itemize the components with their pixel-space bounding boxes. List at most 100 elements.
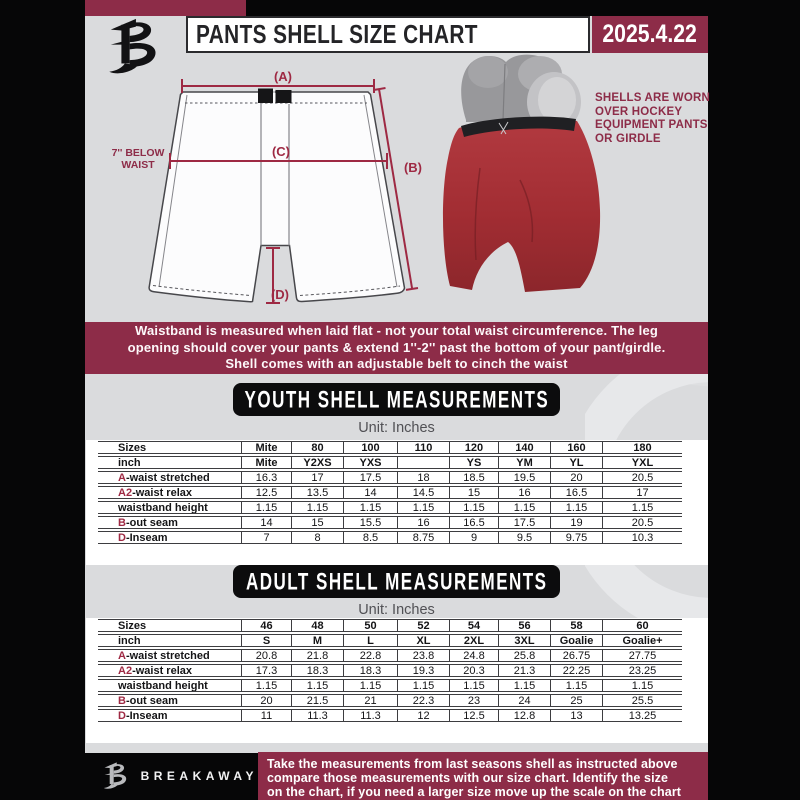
table-cell: 7 [241, 532, 291, 543]
table-cell: 22.3 [397, 695, 449, 706]
hockey-pants-photo [442, 54, 601, 293]
table-cell: 12.5 [241, 487, 291, 498]
info-line: Waistband is measured when laid flat - n… [134, 323, 659, 339]
table-cell [397, 457, 449, 468]
table-cell: 9 [449, 532, 498, 543]
measure-letter: A [118, 472, 126, 483]
table-cell: 22.25 [550, 665, 602, 676]
table-row: A-waist stretched 16.3 17 17.5 18 18.5 19.5 20 2… [98, 471, 682, 484]
table-cell: 16.5 [550, 487, 602, 498]
footer-line: Take the measurements from last seasons … [267, 757, 678, 771]
table-cell: 56 [498, 620, 550, 631]
measure-label-b: (B) [403, 160, 423, 175]
table-cell: 17.3 [241, 665, 291, 676]
table-row: A2-waist relax 12.5 13.5 14 14.5 15 16 16.5 17 [98, 486, 682, 499]
date-text: 2025.4.22 [602, 20, 698, 48]
table-cell: 15 [291, 517, 343, 528]
table-cell: 14.5 [397, 487, 449, 498]
page-title-box: PANTS SHELL SIZE CHART [186, 16, 590, 53]
table-row: D-Inseam 7 8 8.5 8.75 9 9.5 9.75 10.3 [98, 531, 682, 544]
waist-note-line1: 7'' BELOW [111, 147, 165, 159]
shells-note-line: OR GIRDLE [595, 132, 661, 145]
table-cell: 16.3 [241, 472, 291, 483]
shells-note: SHELLS ARE WORN OVER HOCKEY EQUIPMENT PA… [595, 92, 715, 146]
table-cell: 16 [397, 517, 449, 528]
table-cell: 17.5 [343, 472, 397, 483]
info-line: opening should cover your pants & extend… [127, 339, 666, 355]
row-label: A2-waist relax [118, 665, 192, 676]
table-cell: YM [498, 457, 550, 468]
table-cell: 13.5 [291, 487, 343, 498]
table-cell: 100 [343, 442, 397, 453]
table-cell: 12.8 [498, 710, 550, 721]
top-accent-strip [85, 0, 246, 16]
measurement-info-banner: Waistband is measured when laid flat - n… [85, 322, 708, 374]
footer-brand: BREAKAWAY [100, 752, 258, 800]
table-cell: 27.75 [602, 650, 682, 661]
table-cell: 20.5 [602, 472, 682, 483]
adult-section-heading: ADULT SHELL MEASUREMENTS [233, 565, 560, 598]
table-cell: Y2XS [291, 457, 343, 468]
waist-note: 7'' BELOW WAIST [104, 147, 172, 171]
adult-table-band: Sizes 46 48 50 52 54 56 58 60 inch S M L XL 2XL 3XL Goal… [86, 618, 708, 743]
row-label: A-waist stretched [118, 472, 210, 483]
table-cell: 8.5 [343, 532, 397, 543]
table-cell: Mite [241, 442, 291, 453]
row-label: inch [118, 457, 141, 468]
adult-size-table: Sizes 46 48 50 52 54 56 58 60 inch S M L XL 2XL 3XL Goal… [98, 619, 682, 722]
row-label: B-out seam [118, 695, 178, 706]
table-cell: 23 [449, 695, 498, 706]
table-cell: 3XL [498, 635, 550, 646]
table-cell: 21 [343, 695, 397, 706]
table-cell: 46 [241, 620, 291, 631]
table-cell: 1.15 [241, 502, 291, 513]
table-cell: 13 [550, 710, 602, 721]
table-cell: 1.15 [449, 502, 498, 513]
table-cell: 1.15 [498, 680, 550, 691]
table-cell: 1.15 [397, 680, 449, 691]
table-cell: 160 [550, 442, 602, 453]
table-cell: 52 [397, 620, 449, 631]
brand-name: BREAKAWAY [140, 769, 258, 783]
table-cell: 14 [343, 487, 397, 498]
table-cell: 20.5 [602, 517, 682, 528]
table-cell: 54 [449, 620, 498, 631]
table-cell: 10.3 [602, 532, 682, 543]
table-cell: 1.15 [241, 680, 291, 691]
row-label: Sizes [118, 620, 147, 631]
measure-letter: A [118, 650, 126, 661]
row-label: A-waist stretched [118, 650, 210, 661]
youth-table-band: Sizes Mite 80 100 110 120 140 160 180 inch Mite Y2X… [86, 440, 708, 565]
table-row: waistband height 1.15 1.15 1.15 1.15 1.15 1.15… [98, 501, 682, 514]
table-cell: 18.3 [291, 665, 343, 676]
table-cell: 24 [498, 695, 550, 706]
table-cell: 58 [550, 620, 602, 631]
table-cell: 11.3 [343, 710, 397, 721]
table-cell: 80 [291, 442, 343, 453]
table-cell: YXL [602, 457, 682, 468]
table-cell: 1.15 [449, 680, 498, 691]
measure-letter: D [118, 710, 126, 721]
youth-unit-label: Unit: Inches [358, 420, 435, 436]
page-title: PANTS SHELL SIZE CHART [196, 19, 478, 49]
table-cell: YL [550, 457, 602, 468]
table-cell: 21.3 [498, 665, 550, 676]
table-cell: 1.15 [602, 502, 682, 513]
shells-note-line: SHELLS ARE WORN [595, 92, 711, 104]
table-cell: 1.15 [343, 680, 397, 691]
youth-size-table: Sizes Mite 80 100 110 120 140 160 180 inch Mite Y2X… [98, 441, 682, 544]
table-cell: 1.15 [550, 502, 602, 513]
table-cell: 12 [397, 710, 449, 721]
breakaway-logo-small [100, 761, 132, 791]
measure-letter: B [118, 517, 126, 528]
table-cell: 110 [397, 442, 449, 453]
table-cell: S [241, 635, 291, 646]
table-row: Sizes Mite 80 100 110 120 140 160 180 [98, 441, 682, 454]
table-cell: Mite [241, 457, 291, 468]
measure-label-c: (C) [271, 144, 291, 159]
table-cell: 1.15 [602, 680, 682, 691]
table-cell: 26.75 [550, 650, 602, 661]
table-row: D-Inseam 11 11.3 11.3 12 12.5 12.8 13 13.25 [98, 709, 682, 722]
measure-label-a: (A) [273, 69, 293, 84]
table-cell: 25.8 [498, 650, 550, 661]
